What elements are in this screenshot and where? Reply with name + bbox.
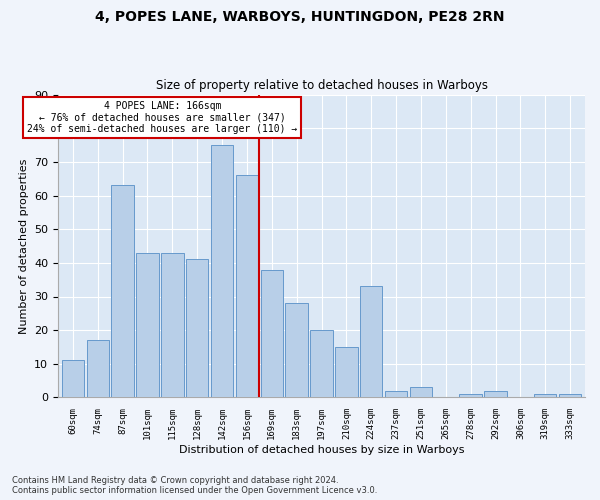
Bar — [236, 176, 258, 398]
Bar — [559, 394, 581, 398]
X-axis label: Distribution of detached houses by size in Warboys: Distribution of detached houses by size … — [179, 445, 464, 455]
Bar — [410, 388, 432, 398]
Bar — [86, 340, 109, 398]
Text: 4 POPES LANE: 166sqm
← 76% of detached houses are smaller (347)
24% of semi-deta: 4 POPES LANE: 166sqm ← 76% of detached h… — [27, 102, 298, 134]
Title: Size of property relative to detached houses in Warboys: Size of property relative to detached ho… — [155, 79, 488, 92]
Y-axis label: Number of detached properties: Number of detached properties — [19, 158, 29, 334]
Bar — [286, 303, 308, 398]
Bar — [385, 390, 407, 398]
Bar — [460, 394, 482, 398]
Bar — [211, 145, 233, 398]
Text: Contains HM Land Registry data © Crown copyright and database right 2024.
Contai: Contains HM Land Registry data © Crown c… — [12, 476, 377, 495]
Bar — [186, 260, 208, 398]
Bar — [484, 390, 506, 398]
Bar — [161, 252, 184, 398]
Bar — [62, 360, 84, 398]
Bar — [260, 270, 283, 398]
Bar — [360, 286, 382, 398]
Bar — [335, 347, 358, 398]
Bar — [534, 394, 556, 398]
Bar — [310, 330, 332, 398]
Text: 4, POPES LANE, WARBOYS, HUNTINGDON, PE28 2RN: 4, POPES LANE, WARBOYS, HUNTINGDON, PE28… — [95, 10, 505, 24]
Bar — [112, 186, 134, 398]
Bar — [136, 252, 158, 398]
